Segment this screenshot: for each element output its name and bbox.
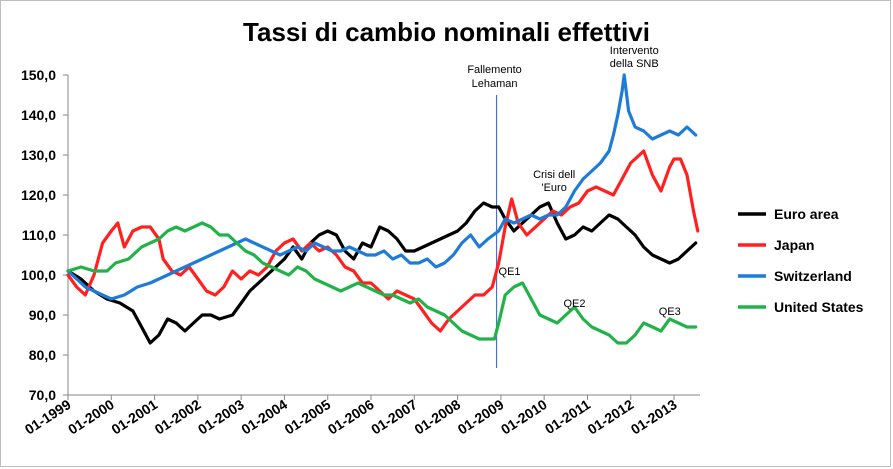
event-label: Fallemento — [467, 64, 521, 76]
y-tick-label: 140,0 — [21, 107, 56, 123]
legend-label: Switzerland — [774, 268, 852, 284]
annotation-text: Intervento — [610, 45, 659, 57]
y-tick-label: 130,0 — [21, 147, 56, 163]
chart-series — [66, 73, 700, 345]
annotation-text: QE2 — [563, 298, 585, 310]
x-tick-label: 01-2005 — [282, 396, 334, 438]
x-tick-label: 01-2010 — [498, 396, 550, 438]
event-lines: Fallemento Lehaman — [467, 64, 522, 368]
x-tick-label: 01-2000 — [65, 396, 117, 438]
x-tick-label: 01-2008 — [411, 396, 463, 438]
chart-title: Tassi di cambio nominali effettivi — [243, 17, 650, 47]
x-tick-label: 01-2012 — [585, 396, 637, 438]
series-line-japan — [66, 149, 700, 333]
event-label: Lehaman — [472, 78, 518, 90]
x-tick-label: 01-2009 — [455, 396, 507, 438]
annotation-text: QE1 — [499, 266, 521, 278]
x-tick-label: 01-2004 — [238, 396, 290, 438]
x-tick-label: 01-2006 — [325, 396, 377, 438]
annotation-text: QE3 — [659, 306, 681, 318]
y-tick-label: 100,0 — [21, 267, 56, 283]
x-tick-label: 01-2003 — [195, 396, 247, 438]
series-line-united-states — [66, 221, 698, 345]
y-tick-label: 150,0 — [21, 67, 56, 83]
y-tick-label: 70,0 — [29, 387, 56, 403]
legend-label: United States — [774, 299, 864, 315]
annotation-text: Crisi dell — [533, 169, 575, 181]
y-tick-label: 120,0 — [21, 187, 56, 203]
y-tick-label: 90,0 — [29, 307, 56, 323]
x-tick-label: 01-2007 — [368, 396, 420, 438]
legend-label: Japan — [774, 237, 814, 253]
y-tick-label: 110,0 — [22, 227, 56, 243]
legend-label: Euro area — [774, 206, 839, 222]
annotation-text: 'Euro — [541, 182, 566, 194]
y-tick-label: 80,0 — [29, 347, 56, 363]
series-line-euro-area — [66, 201, 698, 345]
x-tick-label: 01-2001 — [108, 396, 160, 438]
annotation-text: della SNB — [610, 58, 659, 70]
x-tick-label: 01-2002 — [152, 396, 204, 438]
x-tick-label: 01-2011 — [542, 396, 593, 437]
chart-legend: Euro area Japan Switzerland United States — [738, 206, 864, 315]
series-line-switzerland — [66, 73, 698, 301]
x-tick-label: 01-2013 — [628, 396, 680, 438]
